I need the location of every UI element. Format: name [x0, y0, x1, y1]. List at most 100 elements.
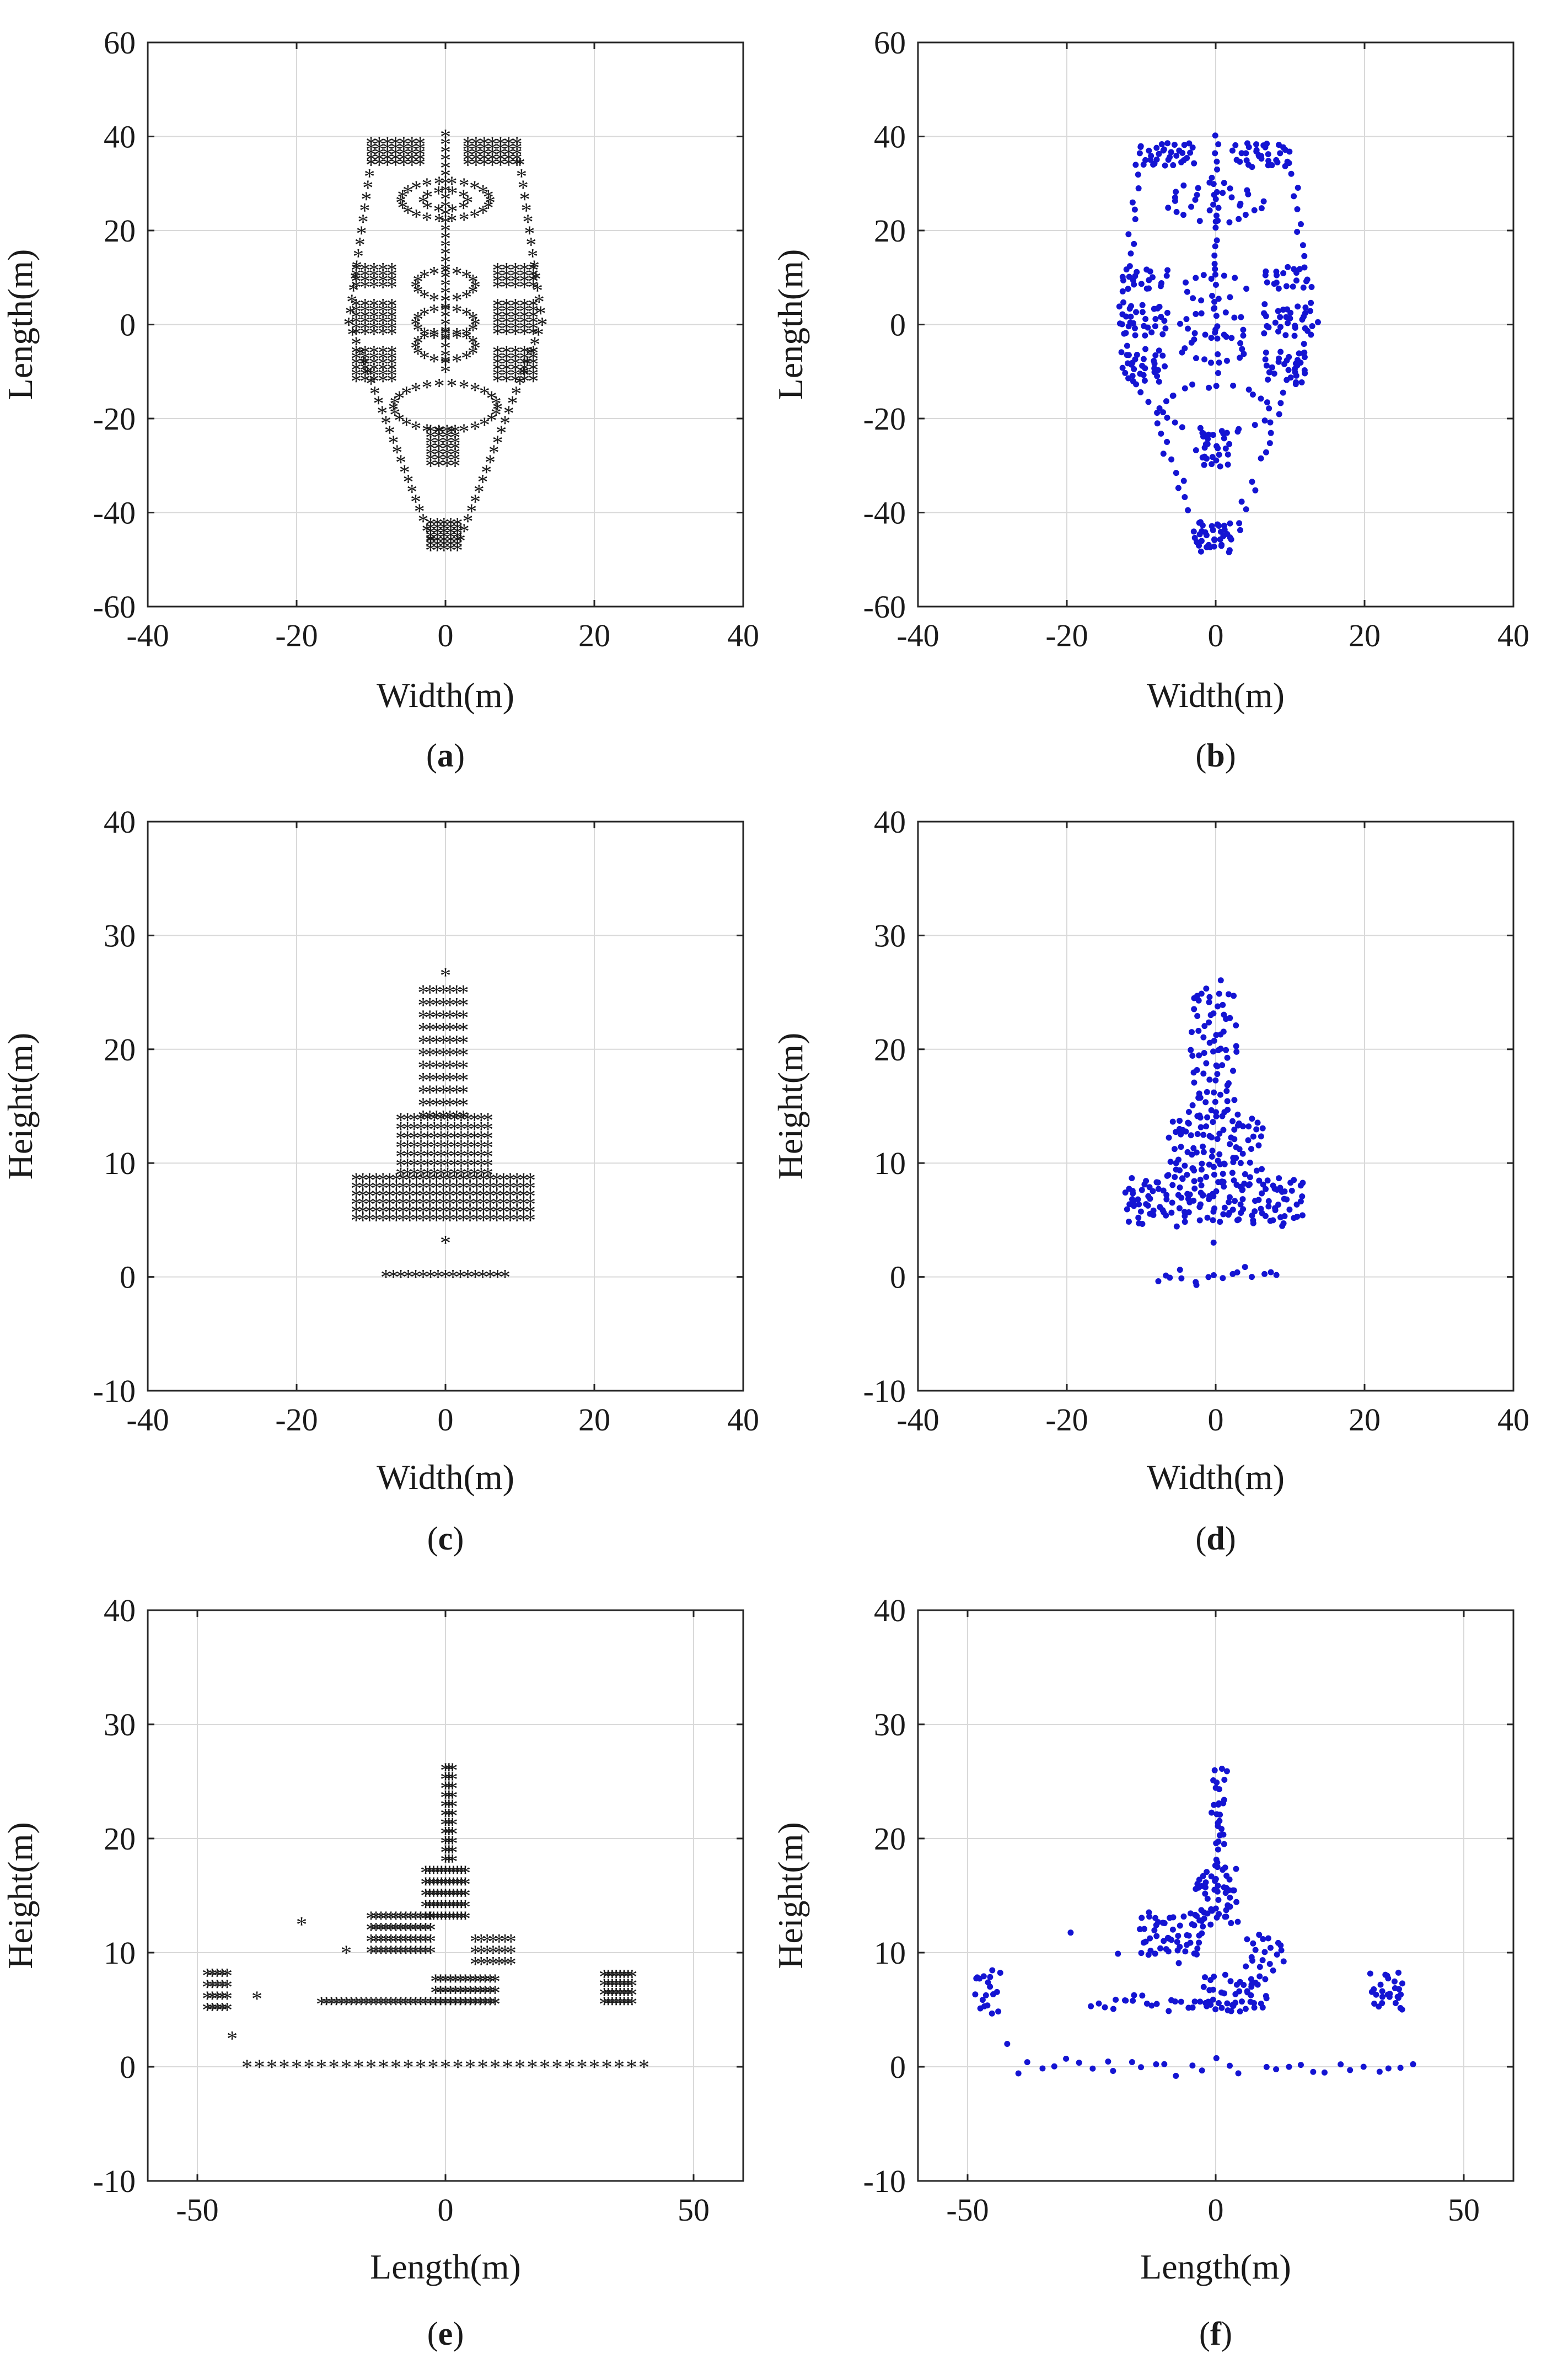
- data-point: *: [341, 1941, 352, 1965]
- data-point: [1213, 1113, 1220, 1120]
- data-point: *: [470, 336, 481, 361]
- data-point: [1392, 2000, 1399, 2006]
- data-point: *: [378, 2055, 389, 2079]
- data-point: [1123, 1997, 1129, 2004]
- data-point: [1159, 352, 1166, 359]
- data-point: [1232, 275, 1238, 281]
- data-point: *: [501, 369, 512, 394]
- data-point: [1254, 1981, 1261, 1988]
- data-point: [1293, 277, 1299, 284]
- data-point: *: [433, 181, 444, 206]
- data-point: [1198, 1166, 1205, 1173]
- data-point: *: [351, 341, 362, 366]
- data-point: *: [433, 420, 444, 444]
- data-point: [1198, 990, 1205, 997]
- data-point: [1367, 1970, 1373, 1977]
- data-point: *: [368, 316, 379, 341]
- data-point: [1119, 288, 1126, 294]
- data-point: [1215, 217, 1221, 224]
- data-point: [1245, 1123, 1252, 1130]
- data-point: *: [425, 521, 436, 546]
- data-point: *: [492, 305, 503, 330]
- data-point: *: [386, 352, 398, 377]
- data-point: [1299, 242, 1306, 249]
- data-point: [1220, 1211, 1227, 1218]
- data-point: [1212, 196, 1219, 202]
- data-point: [1191, 1998, 1198, 2005]
- data-point: [1188, 1047, 1194, 1053]
- data-point: [1291, 1177, 1297, 1183]
- data-point: [1234, 1269, 1240, 1275]
- data-point: [972, 1991, 979, 1998]
- data-point: *: [378, 369, 389, 394]
- data-point: [1260, 1936, 1266, 1943]
- data-point: [1236, 520, 1243, 527]
- data-point: *: [510, 316, 521, 341]
- data-point: [1239, 346, 1245, 352]
- data-point: [1172, 197, 1178, 204]
- data-point: *: [514, 2055, 525, 2079]
- data-point: *: [433, 437, 444, 462]
- x-tick-label: 50: [1448, 2192, 1480, 2228]
- data-point: *: [501, 275, 512, 299]
- data-point: [1164, 438, 1170, 445]
- data-point: [1180, 182, 1187, 189]
- data-point: [1280, 389, 1286, 396]
- data-point: [1261, 301, 1268, 308]
- data-point: [1169, 1926, 1176, 1933]
- data-point: [1280, 1220, 1287, 1226]
- data-point: *: [438, 517, 449, 542]
- data-point: [1183, 1128, 1189, 1135]
- data-point: [1126, 274, 1132, 280]
- data-point: *: [368, 369, 379, 394]
- data-point: *: [374, 147, 385, 172]
- data-point: *: [418, 509, 429, 534]
- data-point: *: [528, 346, 539, 371]
- data-point: *: [368, 299, 379, 324]
- data-point: *: [415, 147, 426, 172]
- data-point: [1187, 1939, 1194, 1946]
- data-point: *: [440, 304, 451, 329]
- x-tick-label: 0: [438, 1402, 454, 1438]
- data-point: *: [386, 322, 398, 347]
- data-point: *: [468, 341, 479, 366]
- data-point: [1216, 522, 1222, 529]
- data-point: *: [421, 419, 432, 444]
- y-tick-label: 0: [890, 307, 906, 343]
- data-point: [1385, 2065, 1392, 2072]
- data-point: [1248, 1992, 1254, 1998]
- data-point: *: [501, 305, 512, 330]
- data-point: [1376, 2068, 1383, 2075]
- data-point: [1264, 1177, 1271, 1184]
- data-point: [1237, 340, 1244, 346]
- data-point: [1190, 1069, 1197, 1076]
- data-point: [1273, 157, 1280, 163]
- data-point: *: [440, 344, 451, 368]
- data-point: *: [425, 529, 436, 554]
- data-point: *: [614, 2055, 625, 2079]
- data-point: [1173, 2072, 1179, 2079]
- data-point: [1275, 1202, 1282, 1208]
- data-point: [1185, 1109, 1192, 1116]
- data-point: [1194, 1945, 1201, 1952]
- data-point: [1213, 313, 1220, 319]
- data-point: *: [378, 299, 389, 324]
- data-point: [984, 2002, 991, 2009]
- data-point: *: [419, 323, 430, 347]
- data-point: [1200, 1149, 1207, 1155]
- data-point: [1206, 1076, 1213, 1083]
- data-point: *: [366, 137, 377, 162]
- data-point: *: [368, 357, 379, 382]
- data-point: [1196, 1217, 1203, 1224]
- data-point: *: [450, 437, 461, 462]
- data-point: *: [386, 293, 398, 318]
- data-point: *: [442, 431, 453, 455]
- data-point: [1191, 534, 1198, 541]
- data-point: [1210, 1217, 1216, 1224]
- data-point: [1283, 283, 1290, 290]
- data-point: *: [528, 369, 539, 394]
- data-point: *: [251, 1986, 262, 2011]
- data-point: [1215, 1883, 1221, 1889]
- data-point: *: [368, 293, 379, 318]
- data-point: [1181, 142, 1188, 148]
